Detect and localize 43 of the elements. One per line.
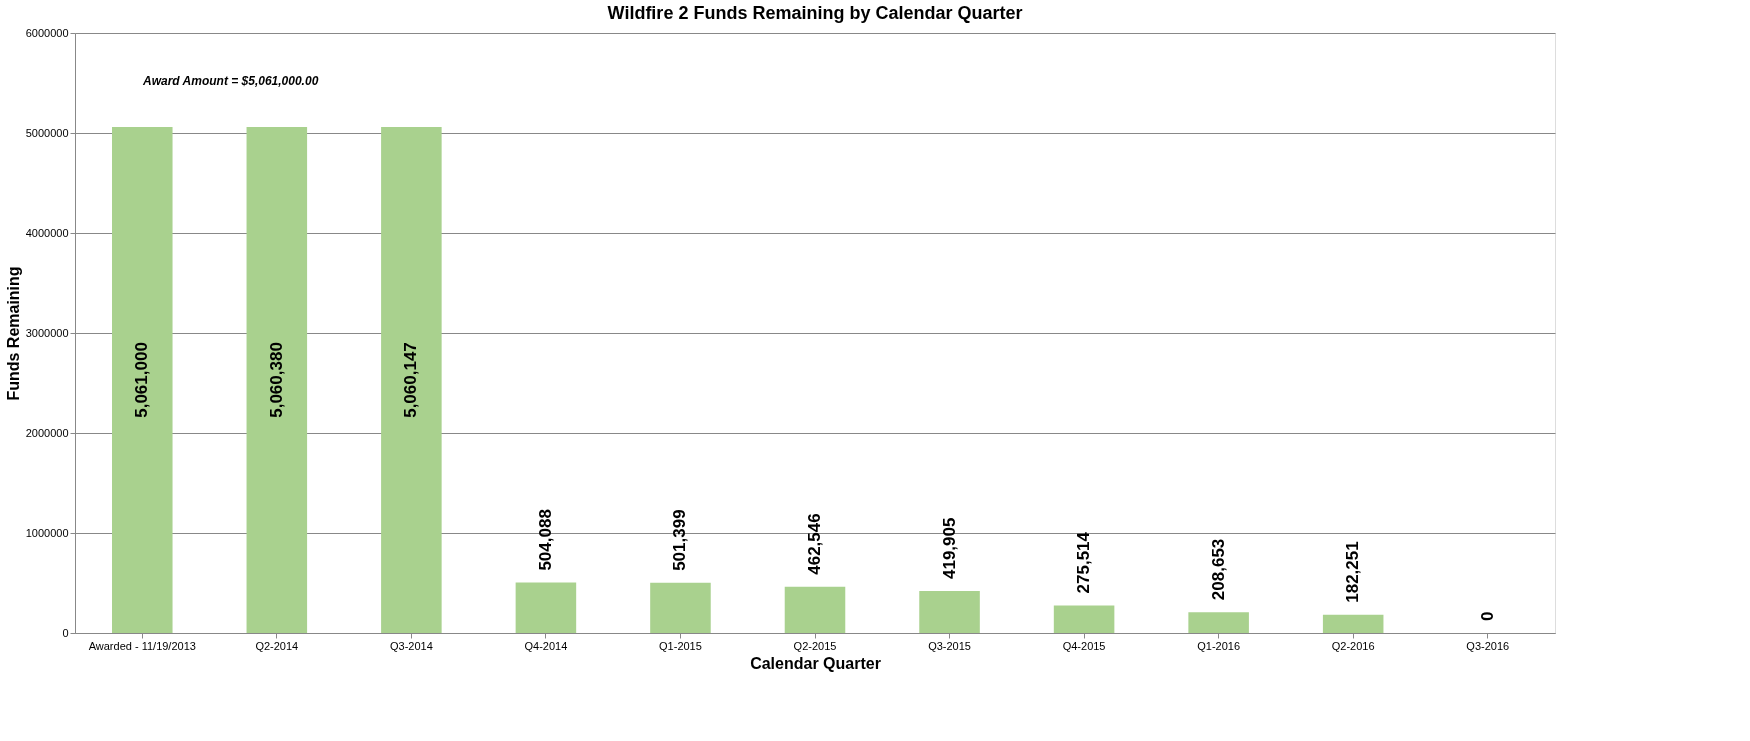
x-tick-label: Q3-2014 (389, 639, 433, 652)
bar (381, 126, 442, 633)
y-tick-label: 6000000 (25, 26, 69, 39)
y-tick-label: 2000000 (25, 426, 69, 439)
bar (112, 126, 173, 633)
data-label: 208,653 (1208, 538, 1228, 601)
x-tick-label: Q1-2015 (659, 639, 702, 652)
x-tick-label: Q3-2015 (928, 639, 971, 652)
y-axis-title: Funds Remaining (4, 266, 22, 401)
x-tick-label: Q2-2014 (255, 639, 299, 652)
bar (650, 582, 711, 633)
x-tick-label: Awarded - 11/19/2013 (88, 639, 196, 652)
annotation: Award Amount = $5,061,000.00 (142, 74, 319, 88)
data-label: 419,905 (939, 517, 959, 580)
data-label: 182,251 (1343, 541, 1363, 603)
x-tick-label: Q4-2015 (1062, 639, 1106, 652)
bar (1322, 614, 1384, 633)
bar (1188, 612, 1249, 633)
data-label: 504,088 (535, 509, 555, 571)
y-tick-label: 5000000 (25, 126, 69, 139)
chart-title: Wildfire 2 Funds Remaining by Calendar Quarter (607, 3, 1023, 23)
y-tick-label: 4000000 (25, 226, 69, 239)
data-label: 275,514 (1074, 531, 1094, 594)
x-tick-label: Q2-2016 (1331, 639, 1375, 652)
x-tick-label: Q2-2015 (793, 639, 837, 652)
bar (246, 126, 308, 633)
data-label: 501,399 (670, 509, 690, 571)
y-tick-label: 3000000 (25, 326, 69, 339)
y-tick-label: 0 (62, 626, 69, 639)
y-tick-label: 1000000 (25, 526, 69, 539)
x-tick-label: Q3-2016 (1466, 639, 1510, 652)
data-label: 462,546 (805, 513, 824, 575)
x-axis-title: Calendar Quarter (750, 654, 881, 672)
data-label: 5,060,380 (266, 342, 286, 418)
data-label: 5,061,000 (132, 342, 152, 418)
data-label: 5,060,147 (401, 342, 421, 418)
x-tick-label: Q1-2016 (1197, 639, 1241, 652)
bar (919, 591, 980, 633)
bar (784, 586, 846, 633)
bar (1053, 605, 1115, 633)
bar (515, 582, 577, 633)
x-tick-label: Q4-2014 (524, 639, 568, 652)
data-label: 0 (1477, 611, 1497, 621)
